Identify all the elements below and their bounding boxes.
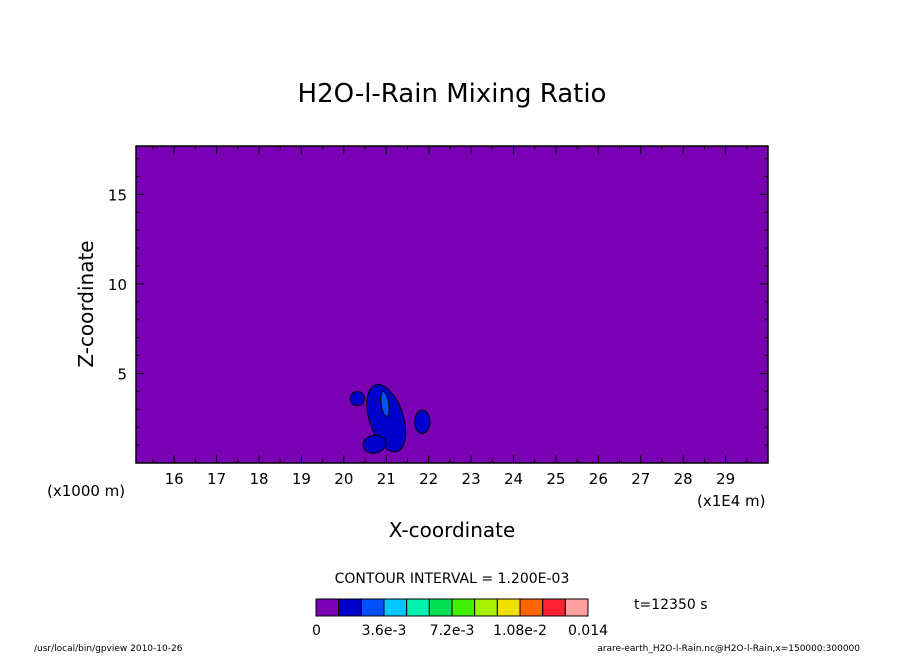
- colorbar-swatch: [451, 598, 476, 617]
- contour-region-lower-left-blob: [362, 434, 387, 454]
- colorbar-swatch: [428, 598, 453, 617]
- y-axis-label: Z-coordinate: [74, 240, 98, 367]
- x-tick-label: 29: [716, 470, 735, 488]
- chart-title: H2O-l-Rain Mixing Ratio: [298, 79, 607, 109]
- x-tick-label: 28: [674, 470, 693, 488]
- x-tick-label: 20: [334, 470, 353, 488]
- colorbar-tick-label: 1.08e-2: [493, 623, 547, 639]
- time-label: t=12350 s: [634, 597, 708, 613]
- y-tick-label: 5: [117, 365, 127, 383]
- plot-background: [136, 146, 768, 463]
- footer-right: arare-earth_H2O-l-Rain.nc@H2O-l-Rain,x=1…: [597, 644, 860, 654]
- colorbar-tick-label: 0: [312, 623, 321, 639]
- footer-left: /usr/local/bin/gpview 2010-10-26: [34, 644, 183, 654]
- x-tick-label: 24: [504, 470, 523, 488]
- y-tick-label: 10: [108, 276, 127, 294]
- y-unit-label: (x1000 m): [47, 482, 125, 500]
- colorbar-tick-label: 7.2e-3: [430, 623, 475, 639]
- x-tick-label: 17: [207, 470, 226, 488]
- x-tick-label: 21: [377, 470, 396, 488]
- y-tick-label: 15: [108, 186, 127, 204]
- contour-region-left-blob: [349, 390, 366, 407]
- colorbar-tick-label: 3.6e-3: [362, 623, 407, 639]
- x-unit-label: (x1E4 m): [697, 492, 766, 510]
- x-tick-label: 18: [249, 470, 268, 488]
- contour-interval-text: CONTOUR INTERVAL = 1.200E-03: [335, 571, 570, 587]
- x-tick-label: 26: [589, 470, 608, 488]
- colorbar-swatch: [474, 598, 498, 617]
- plot-frame: [135, 145, 769, 464]
- colorbar-swatch: [542, 598, 566, 617]
- x-tick-label: 22: [419, 470, 438, 488]
- colorbar-swatch: [496, 598, 521, 617]
- colorbar-swatch: [383, 598, 408, 617]
- x-tick-label: 27: [631, 470, 650, 488]
- colorbar: [315, 598, 589, 617]
- colorbar-swatch: [564, 598, 589, 617]
- contour-region-right-blob: [414, 409, 431, 434]
- colorbar-swatch: [315, 598, 340, 617]
- colorbar-swatch: [360, 598, 385, 617]
- colorbar-swatch: [338, 598, 362, 617]
- x-tick-label: 16: [165, 470, 184, 488]
- colorbar-swatch: [519, 598, 544, 617]
- contour-region-core: [380, 390, 390, 417]
- x-tick-label: 19: [292, 470, 311, 488]
- x-tick-label: 23: [462, 470, 481, 488]
- colorbar-swatch: [406, 598, 430, 617]
- x-axis-label: X-coordinate: [389, 518, 516, 542]
- x-tick-label: 25: [546, 470, 565, 488]
- colorbar-tick-label: 0.014: [568, 623, 608, 639]
